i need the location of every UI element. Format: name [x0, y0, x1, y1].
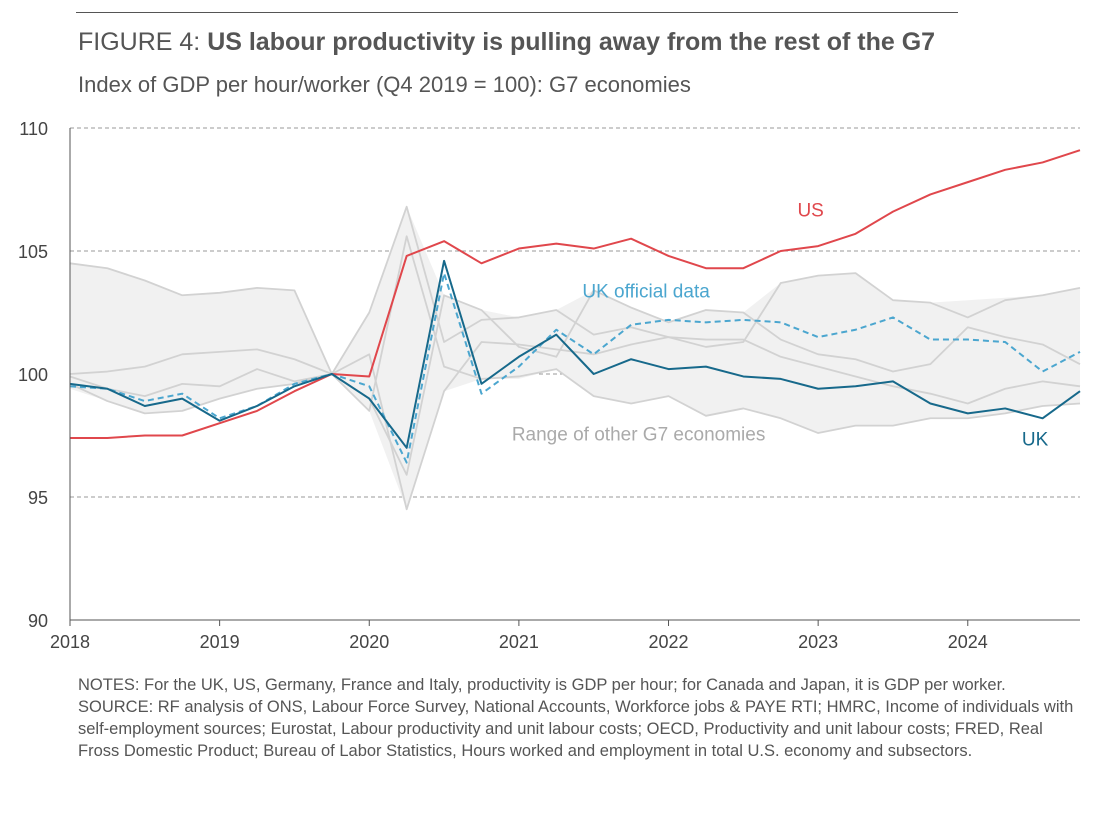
- x-tick-label: 2023: [798, 632, 838, 652]
- x-tick-label: 2022: [648, 632, 688, 652]
- notes-text: NOTES: For the UK, US, Germany, France a…: [78, 676, 1006, 694]
- x-tick-label: 2018: [50, 632, 90, 652]
- other-g7-line-4: [69, 235, 1081, 434]
- y-tick-label: 90: [28, 611, 48, 631]
- y-tick-label: 100: [18, 365, 48, 385]
- annotation-uk-official-data: UK official data: [582, 282, 710, 303]
- range-band-area: [70, 206, 1080, 510]
- notes-block: NOTES: For the UK, US, Germany, France a…: [78, 674, 1078, 762]
- y-tick-label: 105: [18, 242, 48, 262]
- other-g7-line-3: [69, 336, 1081, 511]
- figure-label: FIGURE 4:: [78, 28, 208, 56]
- figure-title-text: US labour productivity is pulling away f…: [207, 28, 936, 56]
- x-tick-label: 2021: [499, 632, 539, 652]
- series-lines: [69, 149, 1081, 464]
- y-tick-label: 95: [28, 488, 48, 508]
- x-tick-label: 2024: [948, 632, 988, 652]
- x-tick-label: 2019: [200, 632, 240, 652]
- line-chart: 90 95 100 105 110 2018 2019 2020 2021 2022 2023 202…: [18, 119, 1081, 652]
- figure-title: FIGURE 4: US labour productivity is pull…: [78, 28, 935, 57]
- other-g7-lines: [69, 205, 1081, 511]
- other-g7-line-2: [69, 289, 1081, 476]
- series-line-us: [70, 149, 1081, 439]
- annotation-us: US: [797, 201, 823, 222]
- x-tick-label: 2020: [349, 632, 389, 652]
- series-line-uk: [69, 259, 1081, 449]
- series-line-uk-official-data: [69, 272, 1081, 464]
- annotation-range-of-other-g7-economies: Range of other G7 economies: [512, 424, 766, 445]
- top-rule: [76, 12, 958, 13]
- source-text: SOURCE: RF analysis of ONS, Labour Force…: [78, 698, 1074, 760]
- figure-subtitle: Index of GDP per hour/worker (Q4 2019 = …: [78, 72, 691, 97]
- annotations: US UK official data Range of other G7 econ…: [512, 201, 1049, 451]
- y-tick-label: 110: [19, 119, 48, 139]
- range-band: [70, 206, 1080, 510]
- annotation-uk: UK: [1022, 429, 1049, 450]
- axes: 90 95 100 105 110 2018 2019 2020 2021 2022 2023 202…: [18, 119, 1080, 652]
